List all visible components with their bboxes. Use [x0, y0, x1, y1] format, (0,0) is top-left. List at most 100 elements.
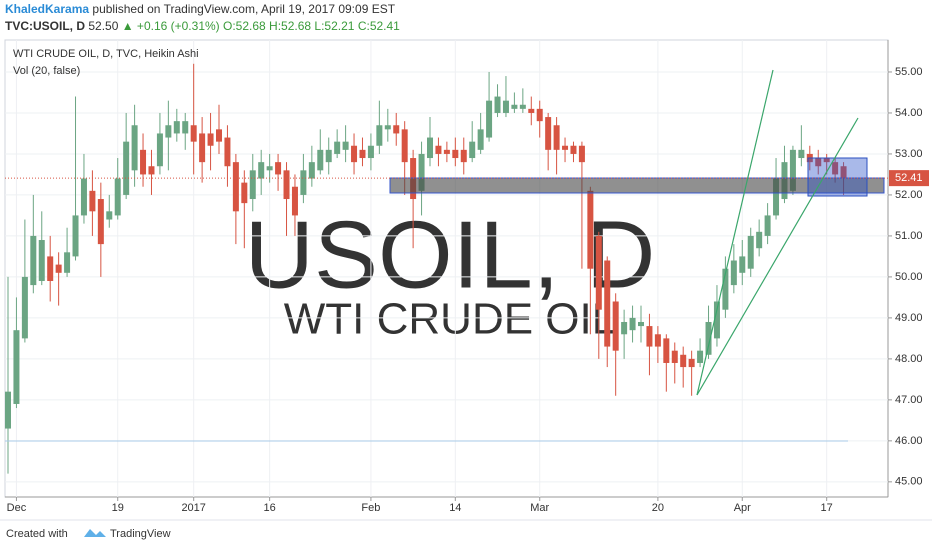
candle-body — [258, 162, 265, 179]
candle-body — [393, 125, 400, 134]
candle-body — [578, 145, 585, 163]
candle-body — [376, 125, 383, 146]
footer-text: Created with — [6, 528, 68, 540]
candle-body — [469, 141, 476, 159]
candle-body — [536, 108, 543, 122]
candle-body — [570, 145, 577, 154]
y-tick-label: 45.00 — [895, 476, 923, 488]
candle-body — [80, 178, 87, 216]
candle-body — [697, 350, 704, 363]
candle-body — [334, 141, 341, 154]
candle-body — [629, 317, 636, 331]
candle-body — [612, 301, 619, 351]
candle-body — [705, 321, 712, 355]
x-tick-label: Dec — [7, 502, 27, 514]
candle-body — [519, 104, 526, 109]
candle-body — [351, 145, 358, 163]
candle-body — [123, 141, 130, 195]
candle-body — [384, 125, 391, 130]
y-tick-label: 50.00 — [895, 271, 923, 283]
candle-body — [182, 121, 189, 134]
x-tick-label: 2017 — [181, 502, 205, 514]
symbol-line: TVC:USOIL, D 52.50 ▲ +0.16 (+0.31%) O:52… — [5, 19, 400, 33]
candle-body — [832, 162, 839, 175]
published: published on TradingView.com, April 19, … — [92, 2, 395, 16]
x-tick-label: Mar — [530, 502, 549, 514]
candle-body — [427, 137, 433, 159]
candle-body — [216, 129, 222, 142]
x-tick-label: 16 — [264, 502, 276, 514]
candle-body — [545, 117, 552, 150]
y-tick-label: 46.00 — [895, 435, 923, 447]
candle-body — [739, 256, 746, 273]
candle-body — [401, 129, 408, 163]
candle-body — [756, 231, 763, 249]
x-tick-label: Feb — [361, 502, 380, 514]
candle-body — [663, 338, 670, 363]
x-tick-label: 17 — [821, 502, 833, 514]
candle-body — [460, 149, 467, 163]
candle-body — [638, 321, 644, 327]
candle-body — [13, 330, 20, 404]
last-price-box — [889, 170, 929, 187]
candle-body — [646, 326, 653, 347]
candle-body — [300, 170, 307, 195]
candle-body — [840, 166, 847, 179]
candle-body — [367, 145, 374, 159]
candle-body — [131, 125, 138, 171]
candle-body — [671, 350, 678, 363]
candle-body — [342, 141, 349, 150]
x-tick-label: Apr — [734, 502, 751, 514]
header-line: KhaledKarama published on TradingView.co… — [5, 2, 396, 16]
candle-body — [232, 162, 239, 212]
candle-body — [55, 264, 62, 273]
box — [807, 157, 868, 197]
candle-body — [477, 129, 484, 150]
watermark-sub: WTI CRUDE OIL — [284, 295, 616, 344]
candle-body — [190, 125, 197, 142]
candle-body — [72, 215, 79, 257]
y-tick-label: 53.00 — [895, 148, 923, 160]
last-price-label: 52.41 — [895, 172, 923, 184]
last: 52.50 — [88, 19, 118, 33]
ohlc: C:52.41 — [358, 19, 400, 33]
candle-body — [165, 125, 172, 138]
candle-body — [224, 137, 231, 167]
candle-body — [30, 235, 37, 286]
candle-body — [443, 149, 450, 154]
candle-body — [486, 100, 493, 138]
author[interactable]: KhaledKarama — [5, 2, 89, 16]
candle-body — [97, 199, 104, 245]
x-tick-label: 19 — [112, 502, 124, 514]
candle-body — [435, 145, 442, 154]
candle-body — [38, 240, 45, 282]
candle-body — [452, 149, 459, 159]
candle-body — [773, 178, 780, 216]
y-tick-label: 54.00 — [895, 107, 923, 119]
candle-body — [308, 162, 315, 179]
candle-body — [148, 166, 155, 175]
brand[interactable]: TradingView — [110, 528, 171, 540]
candle-body — [241, 182, 248, 204]
candle-body — [317, 149, 324, 171]
candle-body — [106, 211, 113, 220]
candle-body — [688, 358, 695, 368]
candle-body — [511, 104, 518, 109]
candle-body — [283, 170, 290, 200]
y-tick-label: 51.00 — [895, 230, 923, 242]
ohlc: L:52.21 — [314, 19, 354, 33]
candle-body — [823, 158, 830, 163]
y-tick-label: 47.00 — [895, 394, 923, 406]
candle-body — [798, 149, 805, 159]
candle-body — [89, 190, 96, 212]
candle-body — [730, 260, 737, 286]
candle-body — [604, 260, 611, 347]
candle-body — [553, 125, 560, 150]
y-tick-label: 48.00 — [895, 353, 923, 365]
indicator: Vol (20, false) — [13, 65, 80, 77]
candle-body — [680, 354, 687, 368]
candle-body — [156, 133, 163, 167]
candle-body — [325, 149, 332, 163]
candle-body — [747, 235, 754, 269]
candle-body — [494, 96, 501, 113]
